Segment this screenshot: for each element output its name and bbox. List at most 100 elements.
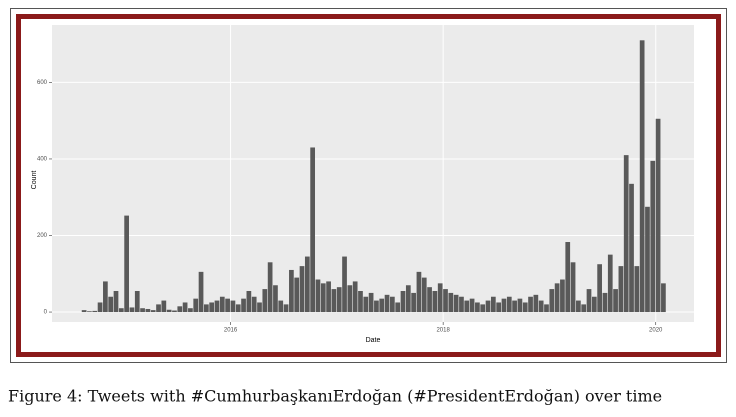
bar	[411, 292, 416, 313]
bar	[400, 290, 406, 313]
bar	[118, 308, 124, 313]
bar	[352, 281, 358, 313]
bar	[299, 266, 305, 313]
y-tick-label: 400	[37, 157, 48, 163]
bar	[528, 296, 533, 313]
bar	[103, 281, 108, 313]
bar	[560, 279, 565, 313]
x-tick-label: 2016	[224, 328, 238, 334]
bar	[257, 302, 262, 313]
bar	[336, 287, 342, 313]
x-tick-label: 2018	[436, 328, 450, 334]
bar	[623, 155, 629, 313]
bar	[432, 290, 438, 313]
bar	[87, 311, 92, 313]
bar	[283, 304, 289, 313]
x-axis-label: Date	[366, 337, 381, 344]
bar	[496, 302, 502, 313]
bar	[437, 283, 443, 313]
bar	[347, 285, 353, 313]
bar	[251, 296, 257, 313]
bar	[172, 310, 177, 313]
bar	[310, 147, 316, 313]
bar	[198, 271, 204, 313]
bar	[368, 292, 374, 313]
bar	[209, 302, 215, 313]
bar	[177, 306, 183, 313]
bar	[262, 289, 268, 313]
bar	[182, 302, 188, 313]
y-tick-label: 200	[37, 233, 48, 239]
bar	[597, 264, 602, 313]
bar	[395, 302, 401, 313]
bar	[565, 242, 571, 313]
bar	[650, 160, 656, 313]
bar	[602, 292, 608, 313]
bar	[475, 302, 480, 313]
bar	[443, 289, 448, 313]
bar	[613, 289, 618, 313]
bar	[538, 300, 544, 313]
bar	[512, 300, 517, 313]
bar	[342, 256, 347, 313]
bar	[304, 256, 310, 313]
bar	[591, 296, 597, 313]
bar	[315, 279, 321, 313]
bar	[390, 296, 395, 313]
bar	[246, 290, 252, 313]
bar	[156, 304, 161, 313]
bar	[235, 304, 241, 313]
bar	[188, 308, 193, 313]
y-axis-label: Count	[31, 171, 38, 190]
bar	[490, 296, 496, 313]
bar	[586, 289, 592, 313]
bar	[134, 290, 140, 313]
bar	[129, 307, 135, 313]
plot-panel	[52, 25, 694, 322]
bar	[469, 298, 475, 313]
bar	[81, 310, 87, 313]
bar	[92, 310, 98, 313]
bar	[384, 294, 390, 313]
bar	[108, 296, 114, 313]
bar	[464, 300, 470, 313]
bar	[427, 287, 432, 313]
bar	[230, 300, 236, 313]
bar	[379, 298, 385, 313]
bar	[607, 254, 613, 313]
bar	[193, 298, 199, 313]
bar	[480, 304, 486, 313]
bar	[421, 277, 427, 313]
bar	[576, 300, 581, 313]
bar	[140, 308, 145, 313]
bar	[273, 285, 278, 313]
y-tick-label: 600	[37, 80, 48, 86]
bar	[448, 292, 454, 313]
bar	[570, 262, 576, 313]
bar	[320, 283, 326, 313]
bar	[661, 283, 666, 313]
bar	[97, 302, 103, 313]
bar	[554, 283, 560, 313]
bar	[219, 296, 225, 313]
bar	[161, 300, 167, 313]
bar	[225, 298, 230, 313]
bar	[618, 266, 624, 313]
y-tick-label: 0	[44, 310, 48, 316]
caption: Figure 4: Tweets with #CumhurbaşkanıErdo…	[8, 387, 662, 406]
bar	[629, 183, 634, 313]
bar	[544, 304, 549, 313]
bar	[506, 296, 512, 313]
bar	[485, 300, 491, 313]
bar	[326, 281, 331, 313]
bar	[645, 206, 650, 313]
bar	[639, 40, 645, 313]
bar	[278, 300, 284, 313]
outer-border	[10, 8, 727, 363]
bar	[501, 298, 507, 313]
bar	[459, 296, 464, 313]
bar	[522, 302, 528, 313]
bar	[166, 309, 172, 313]
bar	[363, 296, 369, 313]
